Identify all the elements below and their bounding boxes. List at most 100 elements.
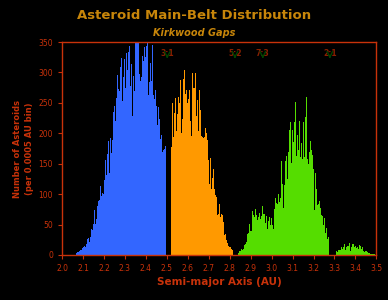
Bar (142, 56, 143, 255)
Bar (347, 246, 348, 255)
Bar (307, 159, 308, 255)
Bar (126, 53, 127, 255)
Bar (240, 251, 241, 255)
Bar (158, 107, 159, 255)
Bar (247, 234, 248, 255)
Bar (76, 253, 77, 255)
Bar (114, 106, 115, 255)
Bar (257, 220, 258, 255)
Bar (218, 214, 219, 255)
Bar (319, 201, 320, 255)
Bar (351, 248, 352, 255)
Bar (176, 146, 177, 255)
Bar (181, 133, 182, 255)
Bar (82, 248, 83, 255)
Bar (190, 121, 191, 255)
Bar (253, 215, 254, 255)
Bar (260, 219, 261, 255)
Bar (266, 215, 267, 255)
Bar (350, 251, 351, 255)
Bar (110, 138, 111, 255)
Bar (348, 246, 349, 255)
Bar (86, 244, 87, 255)
Bar (301, 143, 302, 255)
Bar (338, 250, 339, 255)
Bar (284, 160, 286, 255)
Bar (368, 253, 369, 255)
Bar (271, 218, 272, 255)
Bar (299, 121, 300, 255)
Bar (315, 179, 317, 255)
Bar (154, 99, 155, 255)
Bar (155, 90, 156, 255)
Bar (312, 155, 313, 255)
Bar (93, 224, 94, 255)
Bar (211, 189, 212, 255)
Bar (136, 42, 137, 255)
Bar (113, 112, 114, 255)
Bar (352, 244, 353, 255)
Bar (304, 157, 305, 255)
Bar (228, 243, 229, 255)
Bar (270, 225, 271, 255)
Bar (245, 244, 246, 255)
Bar (360, 247, 361, 255)
Bar (356, 246, 357, 255)
Bar (372, 254, 373, 255)
Bar (268, 217, 270, 255)
Bar (294, 141, 296, 255)
Bar (138, 35, 139, 255)
Bar (119, 91, 120, 255)
Bar (117, 75, 118, 255)
Bar (128, 52, 129, 255)
Bar (125, 88, 126, 255)
Bar (305, 140, 307, 255)
Bar (339, 250, 340, 255)
Bar (121, 58, 122, 255)
Bar (87, 239, 88, 255)
Bar (359, 245, 360, 255)
Bar (371, 254, 372, 255)
Bar (135, 34, 136, 255)
Bar (251, 230, 252, 255)
Bar (261, 216, 262, 255)
Bar (281, 160, 282, 255)
Bar (242, 249, 244, 255)
Bar (141, 77, 142, 255)
Bar (182, 118, 183, 255)
Bar (85, 247, 86, 255)
Bar (124, 59, 125, 255)
Bar (115, 121, 116, 255)
Bar (224, 236, 225, 255)
Bar (202, 123, 203, 255)
Bar (156, 106, 157, 255)
Bar (273, 229, 274, 255)
Bar (140, 81, 141, 255)
Bar (265, 224, 266, 255)
Bar (189, 90, 190, 255)
Bar (278, 194, 279, 255)
Bar (226, 240, 227, 255)
Bar (360, 249, 362, 255)
Bar (250, 231, 251, 255)
Bar (343, 247, 344, 255)
Bar (220, 218, 221, 255)
Bar (131, 64, 132, 255)
Bar (153, 94, 154, 255)
Bar (177, 114, 178, 255)
Bar (91, 230, 92, 255)
Bar (92, 230, 93, 255)
Bar (175, 98, 176, 255)
Bar (98, 201, 99, 255)
Bar (118, 89, 119, 255)
Bar (132, 116, 133, 255)
Bar (172, 103, 173, 255)
Bar (346, 248, 347, 255)
Bar (77, 253, 78, 255)
Bar (130, 86, 131, 255)
Bar (374, 254, 375, 255)
Bar (205, 128, 206, 255)
Bar (225, 234, 226, 255)
Bar (207, 160, 208, 255)
Bar (185, 94, 186, 255)
